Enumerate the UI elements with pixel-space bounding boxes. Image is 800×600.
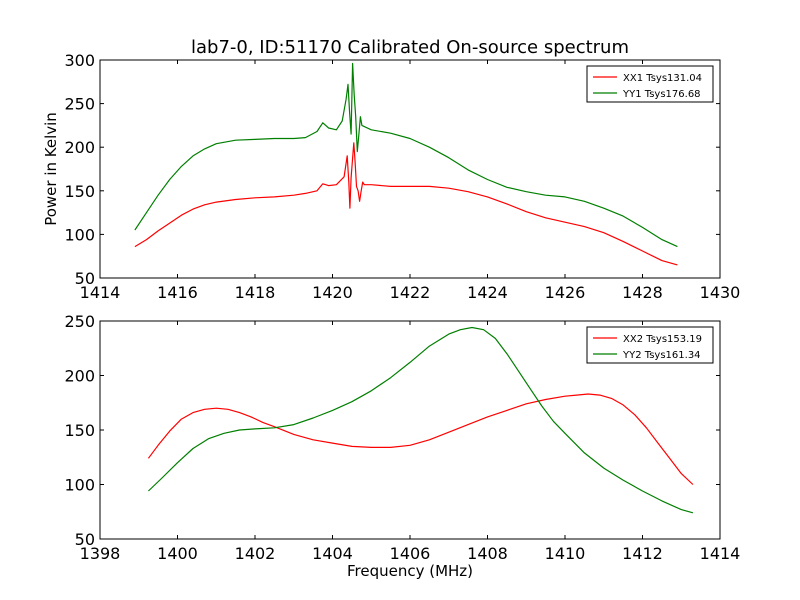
- bottom-y-tick-label: 100: [64, 476, 95, 495]
- top-y-axis-label: Power in Kelvin: [42, 112, 60, 226]
- top-y-tick-label: 150: [64, 182, 95, 201]
- top-x-tick-label: 1416: [157, 283, 198, 302]
- top-y-tick-label: 250: [64, 95, 95, 114]
- bottom-legend: XX2 Tsys153.19 YY2 Tsys161.34: [586, 326, 714, 364]
- bottom-y-tick-label: 50: [75, 530, 95, 549]
- top-x-tick-label: 1420: [312, 283, 353, 302]
- top-spectrum-chart: 1414 1416 1418 1420 1422 1424 1426 1428 1430 50 10…: [42, 51, 740, 302]
- bottom-x-tick-label: 1404: [312, 544, 353, 563]
- bottom-x-tick-label: 1412: [622, 544, 663, 563]
- bottom-x-tick-label: 1406: [390, 544, 431, 563]
- top-x-tick-label: 1424: [467, 283, 508, 302]
- top-x-tick-label: 1428: [622, 283, 663, 302]
- bottom-x-tick-label: 1402: [235, 544, 276, 563]
- bottom-legend-label: XX2 Tsys153.19: [623, 334, 702, 345]
- top-series-line-xx1: [134, 142, 678, 266]
- bottom-series-line-xx2: [147, 393, 694, 485]
- bottom-legend-box: [586, 326, 714, 364]
- top-y-tick-label: 300: [64, 51, 95, 70]
- bottom-y-tick-label: 150: [64, 421, 95, 440]
- top-x-tick-label: 1426: [545, 283, 586, 302]
- top-legend-box: [586, 65, 714, 103]
- top-x-tick-label: 1422: [390, 283, 431, 302]
- top-x-tick-label: 1414: [80, 283, 121, 302]
- bottom-x-tick-label: 1410: [545, 544, 586, 563]
- top-legend: XX1 Tsys131.04 YY1 Tsys176.68: [586, 65, 714, 103]
- top-x-tick-label: 1418: [235, 283, 276, 302]
- top-y-tick-label: 200: [64, 138, 95, 157]
- bottom-spectrum-chart: 1398 1400 1402 1404 1406 1408 1410 1412 1414 50 10…: [64, 312, 740, 580]
- bottom-x-tick-label: 1408: [467, 544, 508, 563]
- top-x-tick-label: 1430: [700, 283, 741, 302]
- bottom-x-tick-label: 1398: [80, 544, 121, 563]
- top-legend-label: YY1 Tsys176.68: [622, 89, 701, 100]
- figure-title: lab7-0, ID:51170 Calibrated On-source sp…: [191, 37, 629, 58]
- bottom-x-axis-label: Frequency (MHz): [347, 562, 473, 580]
- bottom-y-tick-label: 250: [64, 312, 95, 331]
- top-legend-label: XX1 Tsys131.04: [623, 73, 702, 84]
- bottom-series-line-yy2: [147, 326, 694, 514]
- top-y-tick-label: 50: [75, 269, 95, 288]
- bottom-y-tick-label: 200: [64, 367, 95, 386]
- top-y-tick-label: 100: [64, 225, 95, 244]
- bottom-x-tick-label: 1414: [700, 544, 741, 563]
- bottom-x-tick-label: 1400: [157, 544, 198, 563]
- top-series-line-yy1: [134, 62, 678, 248]
- bottom-legend-label: YY2 Tsys161.34: [622, 350, 701, 361]
